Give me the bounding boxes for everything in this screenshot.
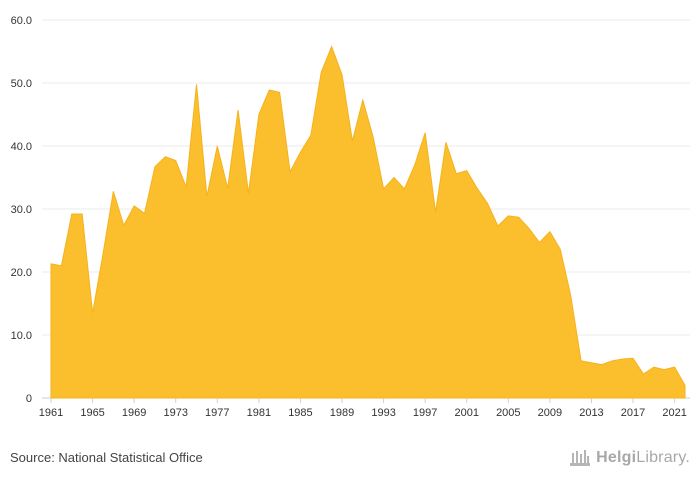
y-tick-label: 40.0 — [11, 141, 32, 153]
x-tick-label: 1997 — [413, 407, 437, 419]
brand-name-part2: Library. — [636, 449, 690, 466]
y-tick-label: 10.0 — [11, 330, 32, 342]
area-chart: 010.020.030.040.050.060.0 1961 1965 1969 19… — [11, 15, 690, 419]
x-tick-label: 2001 — [454, 407, 478, 419]
x-tick-label: 1985 — [288, 407, 312, 419]
y-tick-label: 50.0 — [11, 78, 32, 90]
y-tick-label: 30.0 — [11, 204, 32, 216]
x-tick-label: 1993 — [371, 407, 395, 419]
library-building-icon — [570, 450, 591, 466]
area-series — [50, 45, 686, 399]
y-axis: 0 10.0 20.0 30.0 40.0 50.0 60.0 — [11, 15, 32, 405]
y-tick-label: 0 — [26, 393, 32, 405]
y-tick-label: 60.0 — [11, 15, 32, 27]
x-tick-label: 1961 — [39, 407, 63, 419]
x-tick-label: 1973 — [163, 407, 187, 419]
source-note: Source: National Statistical Office — [10, 450, 203, 465]
x-tick-label: 1965 — [80, 407, 104, 419]
x-tick-label: 1981 — [247, 407, 271, 419]
x-tick-label: 1977 — [205, 407, 229, 419]
y-tick-label: 20.0 — [11, 267, 32, 279]
x-tick-label: 2013 — [579, 407, 603, 419]
x-tick-label: 2005 — [496, 407, 520, 419]
brand-name-part1: Helgi — [596, 449, 637, 466]
x-tick-label: 2017 — [621, 407, 645, 419]
x-axis: 1961 1965 1969 1973 1977 1981 1985 1989 1993 1997… — [39, 398, 687, 419]
x-tick-label: 1989 — [330, 407, 354, 419]
x-tick-label: 2021 — [662, 407, 686, 419]
x-tick-label: 2009 — [538, 407, 562, 419]
helgi-library-logo: HelgiLibrary. — [568, 446, 690, 470]
x-tick-label: 1969 — [122, 407, 146, 419]
